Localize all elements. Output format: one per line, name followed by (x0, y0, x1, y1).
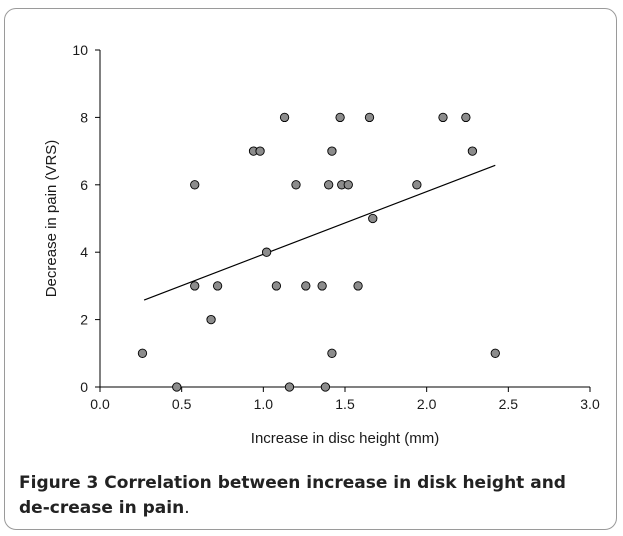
data-point (301, 281, 311, 291)
y-tick-label: 8 (80, 109, 88, 125)
data-point (320, 382, 331, 392)
data-point (291, 180, 301, 190)
data-point (364, 112, 375, 123)
y-tick-label: 4 (80, 244, 88, 260)
figure-caption: Figure 3 Correlation between increase in… (19, 471, 594, 521)
y-tick-label: 0 (80, 379, 88, 395)
data-point (335, 112, 345, 123)
scatter-chart: 0.0 0.5 1.0 1.5 2.0 2.5 3.0 0 2 4 6 8 10 Increase in… (43, 42, 600, 447)
data-point (353, 281, 363, 291)
data-point (271, 281, 282, 291)
data-point (438, 112, 448, 123)
data-point (261, 247, 272, 257)
y-axis-label: Decrease in pain (VRS) (43, 140, 60, 298)
data-point (172, 382, 182, 392)
y-tick-label: 6 (80, 177, 88, 193)
caption-text: Correlation between increase in disk hei… (19, 473, 566, 518)
data-point (255, 146, 265, 156)
x-tick-label: 0.5 (172, 396, 192, 412)
data-point (212, 281, 223, 291)
y-tick-label: 10 (72, 42, 88, 58)
x-tick-label: 2.0 (417, 396, 437, 412)
data-point (317, 281, 327, 291)
figure-frame (4, 8, 617, 530)
x-tick-label: 0.0 (90, 396, 110, 412)
axes (99, 50, 590, 388)
x-tick-label: 2.5 (499, 396, 519, 412)
data-point (327, 146, 337, 156)
data-point (412, 180, 422, 190)
data-point (490, 348, 500, 358)
data-point (467, 146, 478, 156)
y-tick-label: 2 (80, 312, 88, 328)
data-point (324, 180, 334, 190)
data-point (279, 112, 290, 123)
ticks: 0.0 0.5 1.0 1.5 2.0 2.5 3.0 0 2 4 6 8 10 (72, 42, 600, 412)
figure-label: Figure 3 (19, 473, 99, 493)
data-point (343, 180, 353, 190)
x-tick-label: 1.0 (254, 396, 274, 412)
data-point (190, 281, 200, 291)
data-point (137, 348, 148, 358)
data-point (461, 112, 471, 123)
x-tick-label: 3.0 (580, 396, 600, 412)
data-point (190, 180, 200, 190)
x-tick-label: 1.5 (335, 396, 355, 412)
data-point (368, 213, 378, 224)
data-point (284, 382, 295, 392)
x-axis-label: Increase in disc height (mm) (251, 430, 439, 447)
data-point (327, 348, 337, 358)
data-points (137, 112, 500, 392)
data-point (206, 314, 216, 325)
caption-end: . (184, 498, 190, 518)
trendline (143, 164, 496, 301)
